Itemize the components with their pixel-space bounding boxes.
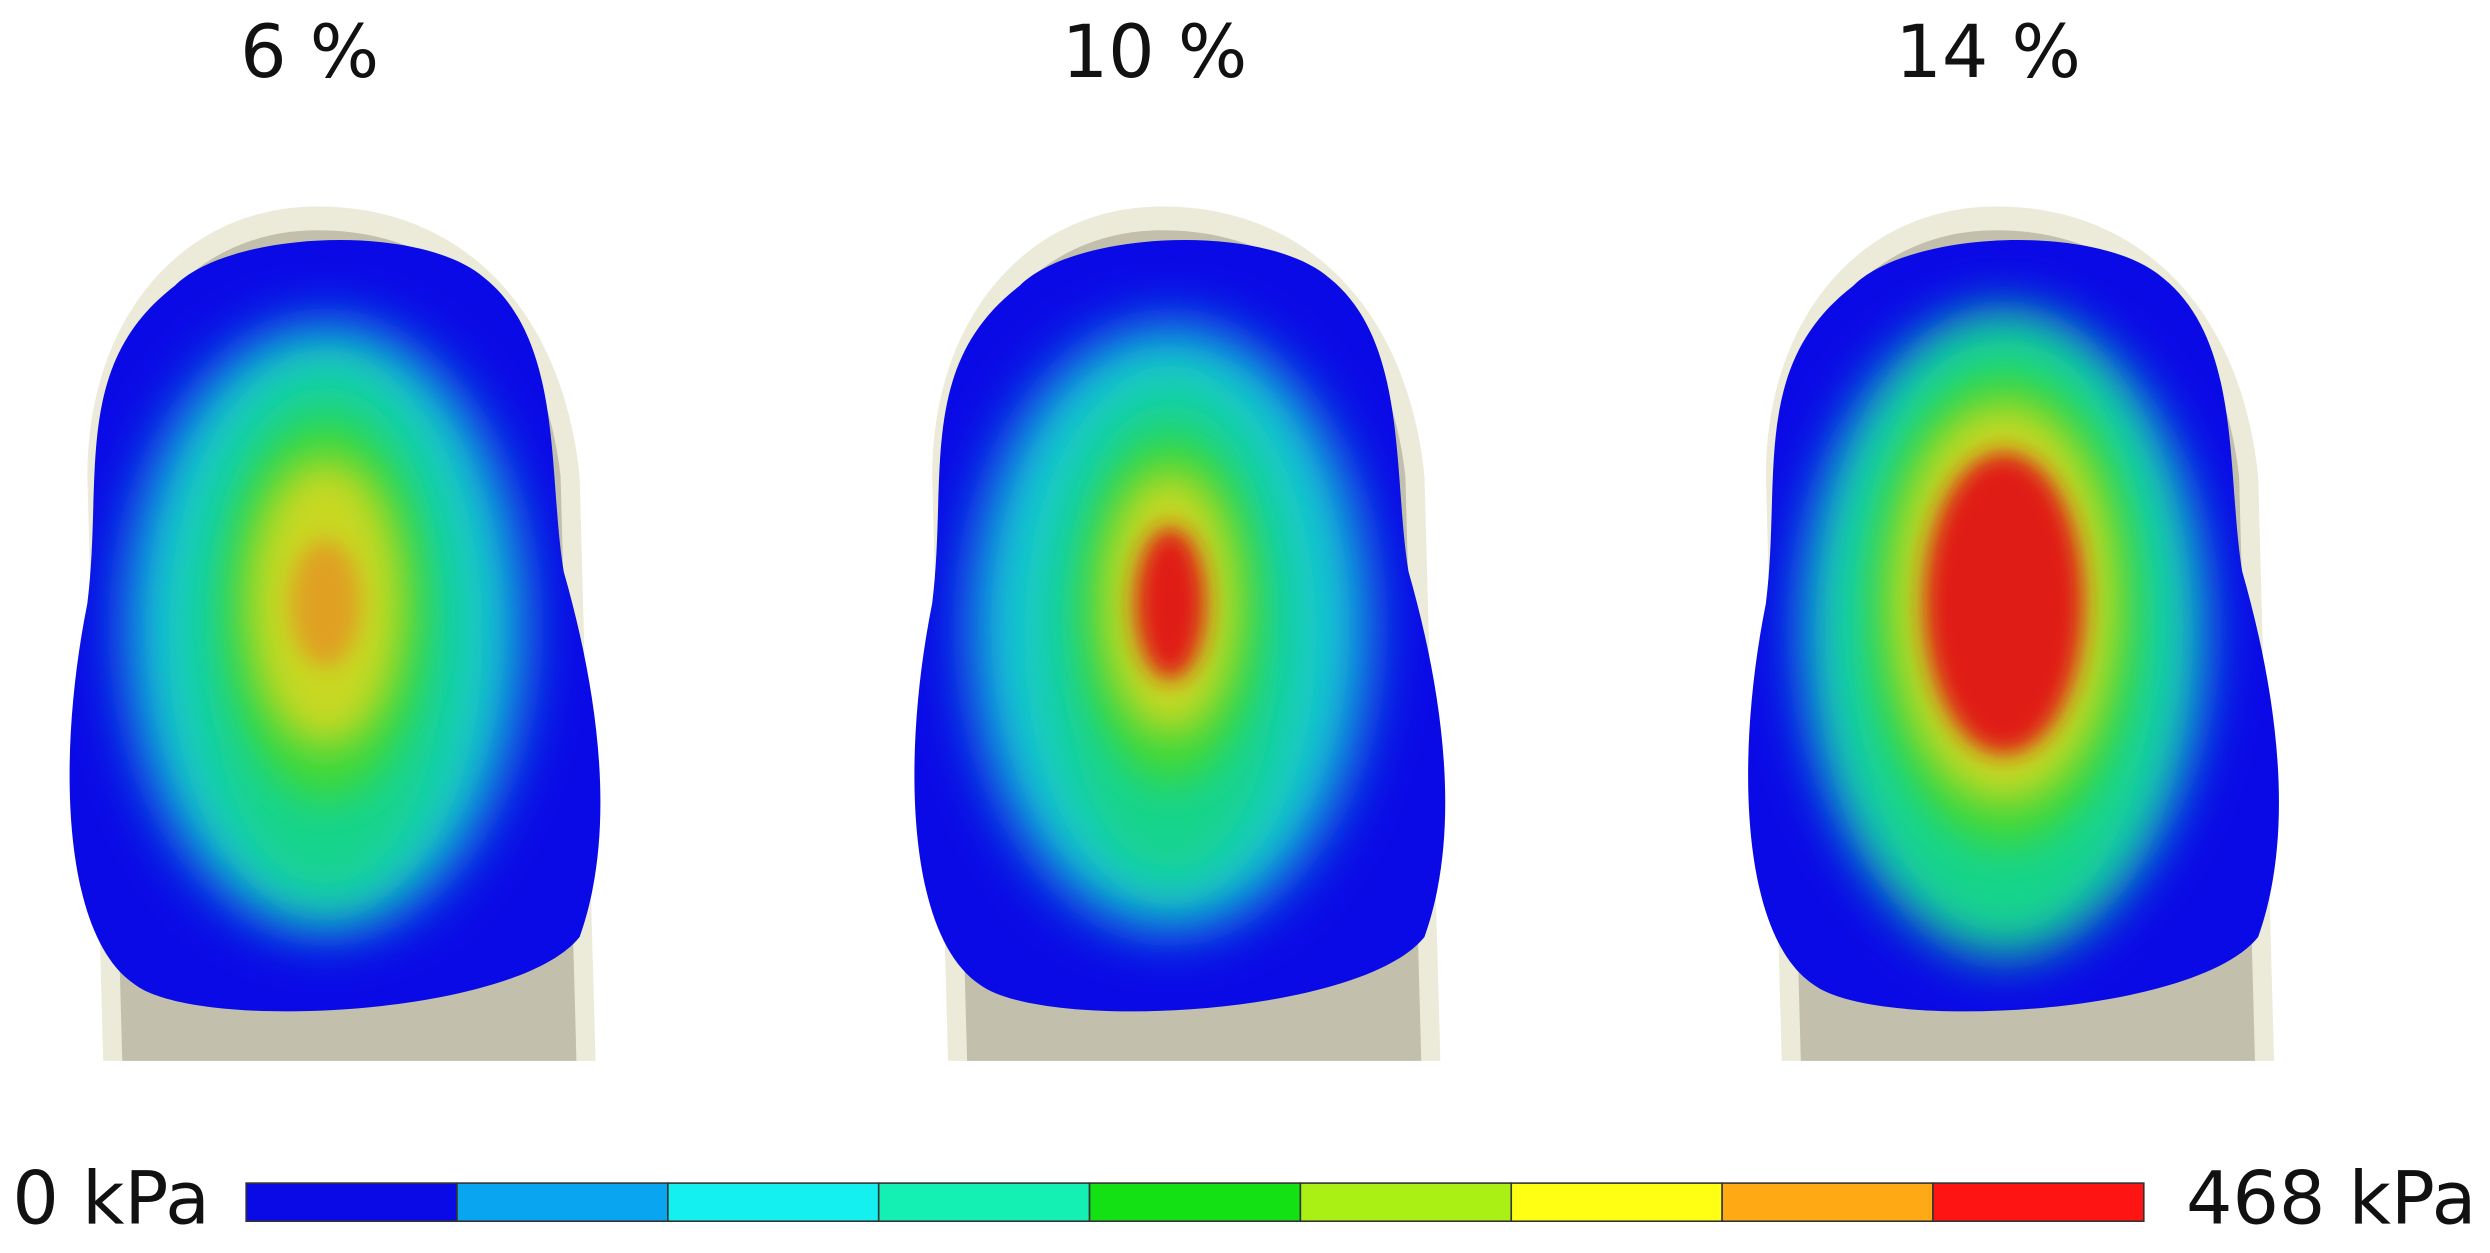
colorbar-segment — [667, 1182, 880, 1223]
panel-title: 6 % — [240, 10, 379, 95]
colorbar: 0 kPa 468 kPa — [12, 1157, 2476, 1242]
panel: 14 % — [1748, 10, 2279, 1061]
colorbar-segment — [245, 1182, 458, 1223]
colorbar-segment — [1510, 1182, 1723, 1223]
colorbar-segment — [1721, 1182, 1934, 1223]
colorbar-segment — [1932, 1182, 2145, 1223]
colorbar-segment — [1088, 1182, 1302, 1223]
panel-title: 10 % — [1062, 10, 1248, 95]
pressure-zone — [1924, 452, 2084, 755]
pressure-field — [127, 325, 525, 930]
colorbar-max-label: 468 kPa — [2186, 1157, 2476, 1242]
pressure-field — [971, 325, 1369, 930]
colorbar-segment — [877, 1182, 1091, 1223]
colorbar-segment — [1299, 1182, 1513, 1223]
panels: 6 % 10 % 14 % — [69, 10, 2279, 1061]
colorbar-segment — [456, 1182, 669, 1223]
pressure-zone — [290, 539, 361, 667]
pressure-field — [1805, 317, 2203, 953]
pressure-zone — [1135, 527, 1206, 680]
panel: 6 % — [69, 10, 601, 1061]
colorbar-min-label: 0 kPa — [12, 1157, 209, 1242]
panel-title: 14 % — [1895, 10, 2081, 95]
panel: 10 % — [914, 10, 1446, 1061]
